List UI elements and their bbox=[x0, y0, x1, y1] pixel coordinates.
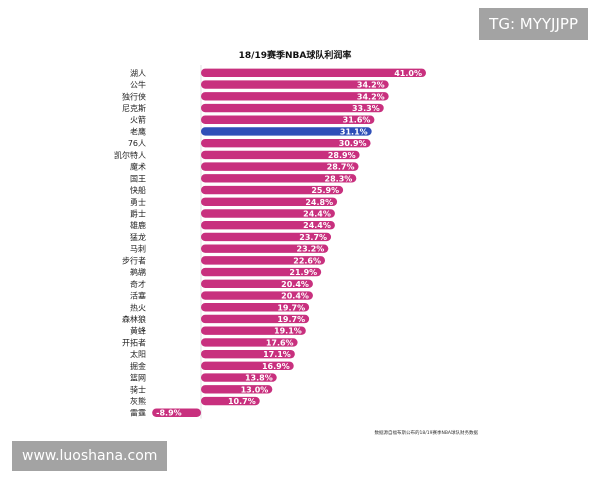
bar bbox=[201, 232, 332, 242]
bar bbox=[201, 291, 313, 300]
data-label: 31.6% bbox=[343, 116, 371, 125]
category-label: 魔术 bbox=[130, 162, 146, 172]
category-label: 奇才 bbox=[130, 279, 146, 289]
category-label: 掘金 bbox=[130, 361, 146, 371]
data-label: 13.0% bbox=[241, 385, 269, 394]
category-label: 马刺 bbox=[130, 245, 146, 254]
bar bbox=[201, 162, 359, 171]
data-label: 21.9% bbox=[289, 268, 317, 277]
category-label: 灰熊 bbox=[130, 396, 146, 406]
bar bbox=[201, 150, 360, 160]
data-label: 20.4% bbox=[281, 280, 309, 289]
site-watermark: www.luoshana.com bbox=[12, 441, 168, 471]
data-label: 28.3% bbox=[325, 174, 353, 183]
bar bbox=[201, 373, 277, 382]
data-label: 13.8% bbox=[245, 374, 273, 383]
category-label: 老鹰 bbox=[130, 126, 146, 136]
bar bbox=[201, 244, 329, 253]
category-label: 猛龙 bbox=[130, 232, 146, 242]
bar bbox=[201, 209, 335, 218]
category-label: 步行者 bbox=[122, 255, 146, 265]
data-label: 24.8% bbox=[305, 198, 333, 207]
chart-card: 18/19赛季NBA球队利润率 湖人 41.0% 公牛 34.2% 独行侠 34.2% 尼克… bbox=[108, 38, 482, 436]
bar bbox=[201, 314, 310, 324]
category-label: 热火 bbox=[130, 302, 146, 312]
data-label: 19.1% bbox=[274, 327, 302, 336]
category-label: 雷霆 bbox=[130, 409, 146, 418]
data-label: 17.6% bbox=[266, 338, 294, 347]
bar bbox=[201, 303, 310, 312]
category-label: 太阳 bbox=[130, 349, 146, 359]
bar bbox=[201, 361, 294, 371]
bar bbox=[201, 138, 371, 148]
data-label: 16.9% bbox=[262, 362, 290, 371]
category-label: 勇士 bbox=[130, 197, 146, 207]
data-label: 23.7% bbox=[299, 233, 327, 242]
bar bbox=[201, 279, 313, 289]
chart-source: 数据源自福布斯公布的18/19赛季NBA球队财务数据 bbox=[375, 429, 479, 436]
category-label: 骑士 bbox=[130, 384, 146, 394]
bar bbox=[201, 127, 372, 136]
bar bbox=[201, 385, 273, 394]
data-label: 23.2% bbox=[297, 245, 325, 254]
category-label: 尼克斯 bbox=[122, 103, 146, 113]
data-label: 19.7% bbox=[277, 315, 305, 324]
data-label: 24.4% bbox=[303, 210, 331, 219]
category-label: 快船 bbox=[130, 185, 146, 195]
chart-title: 18/19赛季NBA球队利润率 bbox=[239, 49, 352, 61]
bar bbox=[201, 115, 375, 124]
category-label: 国王 bbox=[130, 174, 146, 183]
data-label: 20.4% bbox=[281, 292, 309, 301]
category-label: 开拓者 bbox=[122, 337, 146, 347]
bar bbox=[201, 267, 322, 277]
data-label: 30.9% bbox=[339, 139, 367, 148]
bar bbox=[201, 185, 344, 195]
data-label: 25.9% bbox=[311, 186, 339, 195]
category-label: 爵士 bbox=[130, 209, 146, 219]
data-label: 10.7% bbox=[228, 397, 256, 406]
data-label: 31.1% bbox=[340, 127, 368, 136]
bar bbox=[201, 80, 389, 89]
data-label: 19.7% bbox=[277, 303, 305, 312]
telegram-watermark: TG: MYYJJPP bbox=[479, 8, 588, 40]
bar bbox=[201, 103, 384, 113]
bar bbox=[201, 174, 357, 183]
category-label: 76人 bbox=[128, 139, 146, 148]
data-label: 22.6% bbox=[293, 256, 321, 265]
data-label: 34.2% bbox=[357, 81, 385, 90]
bar bbox=[201, 326, 306, 335]
category-label: 湖人 bbox=[130, 69, 146, 78]
bar bbox=[201, 92, 389, 101]
data-label: 41.0% bbox=[394, 69, 422, 78]
bar bbox=[201, 68, 426, 78]
data-label: 28.9% bbox=[328, 151, 356, 160]
data-label: 28.7% bbox=[327, 163, 355, 172]
category-label: 鹈鹕 bbox=[130, 267, 146, 277]
category-label: 黄蜂 bbox=[130, 326, 146, 336]
bar bbox=[201, 349, 295, 359]
bar bbox=[201, 221, 335, 230]
bar bbox=[201, 396, 260, 406]
category-label: 森林狼 bbox=[122, 314, 146, 324]
bar bbox=[152, 408, 201, 417]
category-label: 篮网 bbox=[130, 373, 146, 383]
plot-area: 湖人 41.0% 公牛 34.2% 独行侠 34.2% 尼克斯 33.3% 火箭 31.6% 老鹰 3… bbox=[114, 65, 426, 419]
bar bbox=[201, 338, 298, 347]
bar bbox=[201, 197, 338, 206]
data-label: 24.4% bbox=[303, 221, 331, 230]
category-label: 活塞 bbox=[130, 291, 146, 301]
data-label: 17.1% bbox=[263, 350, 291, 359]
bar bbox=[201, 256, 326, 265]
category-label: 公牛 bbox=[130, 80, 146, 90]
data-label: -8.9% bbox=[156, 409, 182, 418]
category-label: 火箭 bbox=[130, 115, 146, 125]
category-label: 凯尔特人 bbox=[114, 150, 146, 160]
profit-margin-chart: 18/19赛季NBA球队利润率 湖人 41.0% 公牛 34.2% 独行侠 34.2% 尼克… bbox=[114, 49, 479, 436]
category-label: 雄鹿 bbox=[130, 220, 146, 230]
data-label: 34.2% bbox=[357, 92, 385, 101]
category-label: 独行侠 bbox=[122, 91, 146, 101]
data-label: 33.3% bbox=[352, 104, 380, 113]
